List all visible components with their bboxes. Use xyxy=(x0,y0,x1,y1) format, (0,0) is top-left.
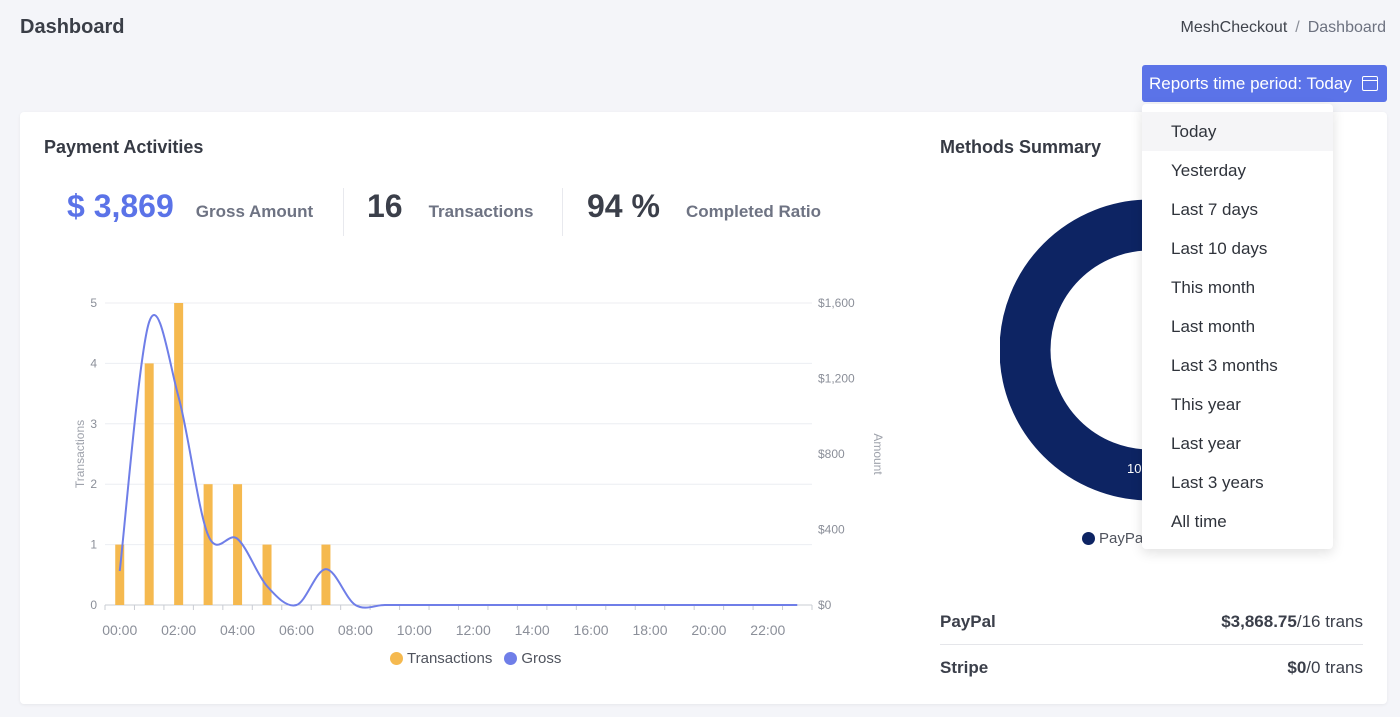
stat-gross-amount: $ 3,869 Gross Amount xyxy=(67,188,313,238)
bar-transactions xyxy=(233,484,243,605)
summary-row-stripe: Stripe $0/0 trans xyxy=(940,658,1363,678)
stat-completed-label: Completed Ratio xyxy=(685,202,821,221)
calendar-icon xyxy=(1361,76,1378,91)
chart-legend: Transactions Gross xyxy=(390,650,561,667)
x-tick-label: 12:00 xyxy=(456,622,491,638)
legend-item-gross[interactable]: Gross xyxy=(504,650,561,667)
donut-legend-label: PayPa xyxy=(1099,530,1144,547)
y2-tick-label: $1,600 xyxy=(818,296,855,310)
donut-slice-label: 10 xyxy=(1127,461,1141,476)
x-tick-label: 22:00 xyxy=(750,622,785,638)
time-period-option[interactable]: Last 7 days xyxy=(1171,200,1258,219)
stat-completed-ratio: 94 % Completed Ratio xyxy=(587,188,821,238)
payment-activities-title: Payment Activities xyxy=(44,137,204,157)
legend-item-transactions[interactable]: Transactions xyxy=(390,650,492,667)
stat-transactions: 16 Transactions xyxy=(367,188,533,238)
breadcrumb-current: Dashboard xyxy=(1307,19,1386,36)
summary-divider xyxy=(940,644,1363,645)
donut-ring xyxy=(1000,199,1150,501)
x-tick-label: 02:00 xyxy=(161,622,196,638)
summary-method-name: Stripe xyxy=(940,658,989,677)
page-title: Dashboard xyxy=(20,16,125,38)
time-period-option[interactable]: This month xyxy=(1171,278,1256,297)
breadcrumb-separator: / xyxy=(1295,19,1300,36)
bar-transactions xyxy=(203,484,213,605)
x-tick-label: 18:00 xyxy=(632,622,667,638)
donut-legend-dot xyxy=(1082,532,1095,545)
x-tick-label: 10:00 xyxy=(397,622,432,638)
y2-tick-label: $0 xyxy=(818,598,832,612)
reports-time-period-label: Reports time period: Today xyxy=(1149,73,1352,93)
stat-transactions-value: 16 xyxy=(367,188,403,224)
stat-divider xyxy=(562,188,563,236)
legend-label-gross: Gross xyxy=(521,650,562,667)
time-period-option[interactable]: Last month xyxy=(1171,317,1256,336)
legend-dot-gross xyxy=(504,652,518,665)
x-tick-label: 08:00 xyxy=(338,622,373,638)
time-period-option[interactable]: Last 3 years xyxy=(1171,473,1264,492)
methods-donut-chart: 10 xyxy=(1000,199,1150,501)
legend-dot-transactions xyxy=(390,652,403,665)
summary-amount: $3,868.75 xyxy=(1221,612,1297,631)
time-period-option[interactable]: Last 3 months xyxy=(1171,356,1278,375)
methods-summary-title: Methods Summary xyxy=(940,137,1102,157)
line-gross xyxy=(118,313,798,609)
summary-count: /16 trans xyxy=(1296,612,1363,631)
x-tick-label: 16:00 xyxy=(574,622,609,638)
x-tick-label: 20:00 xyxy=(691,622,726,638)
bar-transactions xyxy=(144,363,154,605)
stat-completed-value: 94 % xyxy=(587,188,660,224)
time-period-option[interactable]: Today xyxy=(1142,112,1333,151)
stat-gross-value: $ 3,869 xyxy=(67,188,174,224)
y-tick-label: 3 xyxy=(90,417,97,431)
x-tick-label: 00:00 xyxy=(102,622,137,638)
x-tick-label: 14:00 xyxy=(515,622,550,638)
time-period-option[interactable]: Yesterday xyxy=(1171,161,1246,180)
y-tick-label: 5 xyxy=(90,296,97,310)
donut-legend[interactable]: PayPa xyxy=(1082,530,1143,547)
bar-transactions xyxy=(115,544,125,605)
y-tick-label: 2 xyxy=(90,477,97,491)
bar-transactions xyxy=(262,544,272,605)
legend-label-transactions: Transactions xyxy=(407,650,493,667)
summary-method-value: $3,868.75/16 trans xyxy=(1221,612,1363,632)
time-period-option[interactable]: All time xyxy=(1171,512,1227,531)
time-period-dropdown: Today Yesterday Last 7 days Last 10 days Thi… xyxy=(1142,104,1333,549)
summary-method-name: PayPal xyxy=(940,612,996,631)
stat-transactions-label: Transactions xyxy=(428,202,534,221)
y-axis-label: Transactions xyxy=(73,420,87,488)
summary-count: /0 trans xyxy=(1306,658,1363,677)
y2-tick-label: $400 xyxy=(818,523,845,537)
time-period-option[interactable]: Last 10 days xyxy=(1171,239,1268,258)
stat-gross-label: Gross Amount xyxy=(195,202,314,221)
reports-time-period-button[interactable]: Reports time period: Today xyxy=(1142,65,1387,102)
bar-transactions xyxy=(174,303,184,605)
summary-row-paypal: PayPal $3,868.75/16 trans xyxy=(940,612,1363,632)
time-period-option[interactable]: Last year xyxy=(1171,434,1241,453)
summary-method-value: $0/0 trans xyxy=(1287,658,1363,678)
summary-amount: $0 xyxy=(1287,658,1307,677)
y2-axis-label: Amount xyxy=(871,433,885,475)
y-tick-label: 1 xyxy=(90,538,97,552)
breadcrumb-root[interactable]: MeshCheckout xyxy=(1180,19,1288,36)
y2-tick-label: $800 xyxy=(818,447,845,461)
bar-transactions xyxy=(321,544,331,605)
payment-activities-chart: 0 1 2 3 4 5 $0 $400 $800 $1,200 $1,600 Transactions… xyxy=(73,296,885,638)
y-tick-label: 4 xyxy=(90,356,97,370)
x-tick-label: 04:00 xyxy=(220,622,255,638)
breadcrumb: MeshCheckout / Dashboard xyxy=(1181,19,1386,37)
stat-divider xyxy=(343,188,344,236)
y-tick-label: 0 xyxy=(90,598,97,612)
time-period-option[interactable]: This year xyxy=(1171,395,1241,414)
x-tick-label: 06:00 xyxy=(279,622,314,638)
y2-tick-label: $1,200 xyxy=(818,372,855,386)
